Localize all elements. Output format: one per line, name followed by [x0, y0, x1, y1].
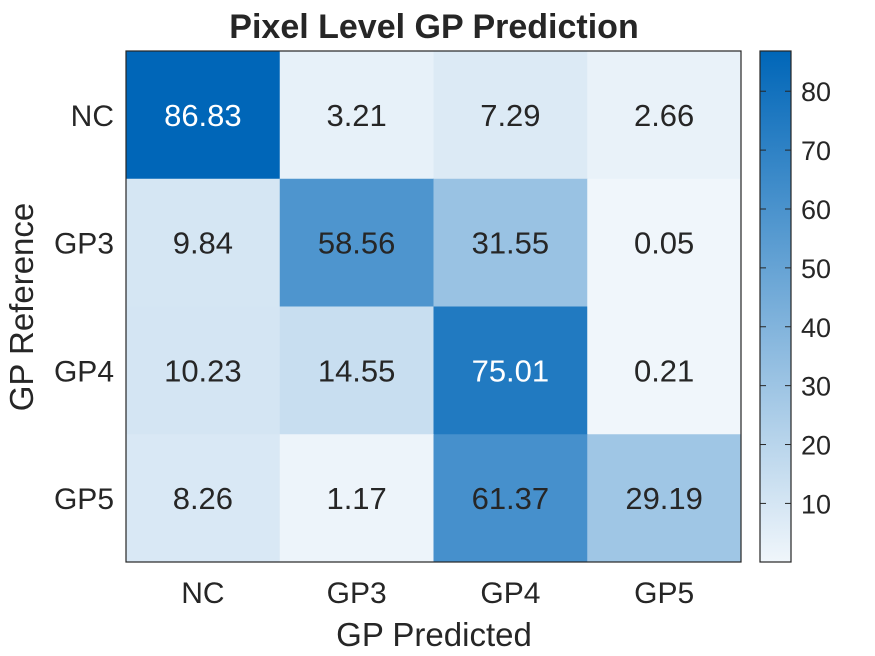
heatmap-cell [433, 51, 588, 180]
chart-title: Pixel Level GP Prediction [229, 8, 638, 46]
colorbar-tick-label: 10 [801, 489, 831, 519]
colorbar: 10 20 30 40 50 60 70 80 [759, 50, 831, 563]
heatmap-cell [433, 306, 588, 435]
y-tick-label: GP4 [54, 355, 114, 388]
y-tick-label: NC [71, 100, 114, 133]
colorbar-tick-label: 50 [801, 254, 831, 284]
colorbar-tick-label: 60 [801, 195, 831, 225]
colorbar-gradient [759, 50, 792, 563]
heatmap-cell [126, 434, 281, 563]
cell-value-label: 75.01 [472, 353, 550, 388]
cell-value-label: 2.66 [634, 98, 694, 133]
heatmap-cell [279, 51, 434, 180]
x-tick-label: GP5 [634, 577, 694, 610]
cell-value-label: 29.19 [625, 481, 703, 516]
heatmap-cell [126, 51, 281, 180]
colorbar-tick-label: 40 [801, 313, 831, 343]
heatmap-cell [279, 178, 434, 307]
cell-value-label: 61.37 [472, 481, 550, 516]
y-axis-label: GP Reference [3, 203, 40, 412]
x-tick-label: GP3 [327, 577, 387, 610]
colorbar-tick-label: 70 [801, 136, 831, 166]
colorbar-tick-label: 80 [801, 77, 831, 107]
cell-value-label: 14.55 [318, 353, 396, 388]
cell-value-label: 0.21 [634, 353, 694, 388]
heatmap-cell [587, 178, 742, 307]
heatmap-cell [279, 306, 434, 435]
heatmap-cell [126, 178, 281, 307]
heatmap-cell [126, 306, 281, 435]
heatmap-cell [587, 306, 742, 435]
y-tick-labels: NC GP3 GP4 GP5 [54, 100, 114, 516]
colorbar-tick-label: 30 [801, 372, 831, 402]
cell-value-label: 0.05 [634, 226, 694, 261]
x-tick-label: NC [181, 577, 224, 610]
heatmap-cell [433, 178, 588, 307]
heatmap-cell [587, 434, 742, 563]
cell-value-label: 1.17 [326, 481, 386, 516]
cell-value-label: 31.55 [472, 226, 550, 261]
y-tick-label: GP3 [54, 228, 114, 261]
cell-value-label: 86.83 [164, 98, 242, 133]
heatmap-cells: 86.83 3.21 7.29 2.66 9.84 58.56 31.55 0.05 10.23… [126, 51, 742, 563]
colorbar-tick-label: 20 [801, 431, 831, 461]
heatmap-cell [433, 434, 588, 563]
cell-value-label: 3.21 [326, 98, 386, 133]
cell-value-label: 8.26 [173, 481, 233, 516]
cell-value-label: 58.56 [318, 226, 396, 261]
x-axis-label: GP Predicted [336, 616, 532, 653]
x-tick-labels: NC GP3 GP4 GP5 [181, 577, 694, 610]
cell-value-label: 10.23 [164, 353, 242, 388]
cell-value-label: 9.84 [173, 226, 233, 261]
y-tick-label: GP5 [54, 483, 114, 516]
x-tick-label: GP4 [480, 577, 540, 610]
cell-value-label: 7.29 [480, 98, 540, 133]
plot-frame [125, 50, 742, 563]
heatmap-cell [279, 434, 434, 563]
heatmap-cell [587, 51, 742, 180]
